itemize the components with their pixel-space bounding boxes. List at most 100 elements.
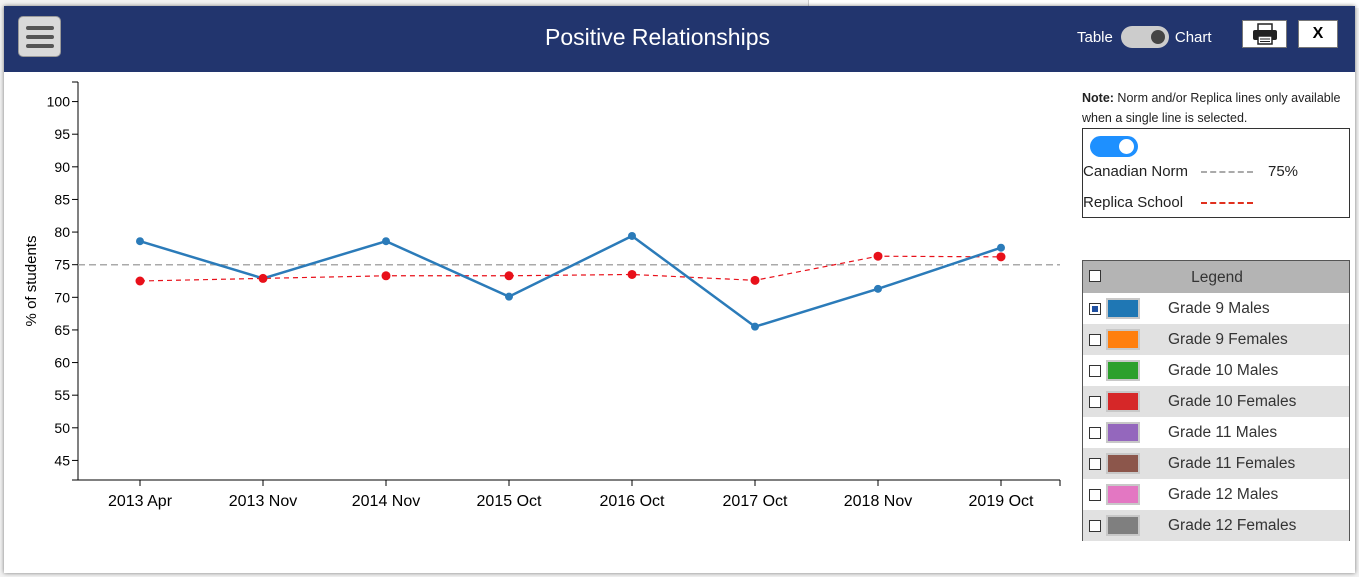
- x-tick-label: 2015 Oct: [477, 493, 542, 510]
- hamburger-icon: [26, 26, 54, 30]
- print-button[interactable]: [1242, 20, 1287, 48]
- replica-point: [996, 252, 1006, 262]
- legend-item-checkbox[interactable]: [1089, 458, 1101, 470]
- legend-item-label: Grade 12 Males: [1168, 486, 1279, 503]
- replica-school-row: Replica School: [1083, 194, 1253, 211]
- menu-button[interactable]: [18, 16, 61, 57]
- legend-item-checkbox[interactable]: [1089, 303, 1101, 315]
- legend-rows: Grade 9 Males Grade 9 Females Grade 10 Mal…: [1083, 293, 1349, 541]
- legend-item-swatch: [1106, 298, 1140, 319]
- x-tick-label: 2016 Oct: [600, 493, 665, 510]
- x-tick-label: 2013 Nov: [229, 493, 298, 510]
- legend-item-swatch: [1106, 453, 1140, 474]
- norm-toggle[interactable]: [1090, 136, 1138, 157]
- replica-point: [381, 271, 391, 281]
- data-point: [628, 231, 636, 240]
- legend-item-swatch: [1106, 484, 1140, 505]
- view-toggle-group: Table Chart: [1077, 24, 1212, 50]
- legend-item[interactable]: Grade 10 Males: [1083, 355, 1349, 386]
- legend-header: Legend: [1083, 261, 1349, 293]
- close-button[interactable]: X: [1298, 20, 1338, 48]
- series-line: [139, 234, 1002, 329]
- x-tick-label: 2017 Oct: [723, 493, 788, 510]
- y-tick-label: 95: [54, 126, 70, 142]
- note-label: Note:: [1082, 91, 1114, 105]
- legend-item-label: Grade 11 Males: [1168, 424, 1278, 441]
- y-tick-label: 75: [54, 257, 70, 273]
- y-axis-label: % of students: [23, 236, 40, 327]
- replica-point: [135, 276, 145, 286]
- legend-item-checkbox[interactable]: [1089, 520, 1101, 532]
- legend-item-label: Grade 11 Females: [1168, 455, 1296, 472]
- legend-item-label: Grade 9 Females: [1168, 331, 1288, 348]
- canadian-norm-row: Canadian Norm 75%: [1083, 163, 1298, 180]
- legend-item[interactable]: Grade 9 Females: [1083, 324, 1349, 355]
- chart-area: 45 50 55 60 65 70 75 80 85 90 95 100 2013 Apr 2013 No…: [4, 72, 1074, 573]
- legend-item[interactable]: Grade 12 Females: [1083, 510, 1349, 541]
- norm-toggle-knob: [1119, 139, 1134, 154]
- hamburger-icon-bar: [26, 35, 54, 39]
- legend-item-checkbox[interactable]: [1089, 396, 1101, 408]
- y-tick-label: 100: [47, 94, 71, 110]
- modal-title: Positive Relationships: [544, 24, 770, 50]
- legend-item[interactable]: Grade 9 Males: [1083, 293, 1349, 324]
- replica-school-swatch: [1201, 201, 1253, 204]
- x-tick-label: 2018 Nov: [844, 493, 913, 510]
- legend-item-label: Grade 12 Females: [1168, 517, 1297, 534]
- x-tick-label: 2014 Nov: [352, 493, 421, 510]
- x-tick-label: 2013 Apr: [108, 493, 173, 510]
- legend-item-swatch: [1106, 360, 1140, 381]
- y-tick-label: 70: [54, 289, 70, 305]
- legend-item-swatch: [1106, 515, 1140, 536]
- canadian-norm-value: 75%: [1268, 163, 1299, 180]
- legend-item[interactable]: Grade 12 Males: [1083, 479, 1349, 510]
- legend-item-swatch: [1106, 329, 1140, 350]
- canadian-norm-swatch: [1201, 170, 1253, 173]
- legend-item-swatch: [1106, 391, 1140, 412]
- toggle-chart-label: Chart: [1174, 28, 1212, 46]
- note-text: Note: Norm and/or Replica lines only ava…: [1082, 88, 1342, 128]
- y-tick-label: 90: [54, 159, 70, 175]
- norm-replica-panel: Canadian Norm 75% Replica School: [1082, 128, 1350, 218]
- chart-modal: Positive Relationships Table Chart X 45 5…: [4, 6, 1355, 573]
- legend-item-checkbox[interactable]: [1089, 427, 1101, 439]
- legend-select-all-checkbox[interactable]: [1089, 270, 1101, 282]
- legend-item-checkbox[interactable]: [1089, 365, 1101, 377]
- legend-title: Legend: [1191, 269, 1243, 286]
- printer-icon: [1252, 23, 1277, 45]
- replica-point: [627, 269, 637, 279]
- legend-item[interactable]: Grade 10 Females: [1083, 386, 1349, 417]
- legend-item[interactable]: Grade 11 Females: [1083, 448, 1349, 479]
- data-point: [874, 284, 882, 293]
- y-tick-label: 80: [54, 224, 70, 240]
- toggle-table-label: Table: [1077, 28, 1113, 46]
- data-point: [997, 243, 1005, 252]
- background-search-bar: [808, 0, 1359, 8]
- replica-point: [750, 275, 760, 285]
- modal-header: Positive Relationships Table Chart X: [4, 6, 1355, 72]
- canadian-norm-label: Canadian Norm: [1083, 163, 1189, 180]
- legend-item-label: Grade 10 Females: [1168, 393, 1297, 410]
- note-body: Norm and/or Replica lines only available…: [1082, 91, 1341, 125]
- y-tick-label: 65: [54, 322, 70, 338]
- legend-item-checkbox[interactable]: [1089, 334, 1101, 346]
- y-tick-label: 50: [54, 420, 70, 436]
- legend-panel: Legend Grade 9 Males Grade 9 Females Grade…: [1082, 260, 1350, 541]
- y-tick-label: 60: [54, 355, 70, 371]
- legend-item-checkbox[interactable]: [1089, 489, 1101, 501]
- data-point: [382, 237, 390, 246]
- data-point: [505, 292, 513, 301]
- legend-item-label: Grade 9 Males: [1168, 300, 1270, 317]
- data-point: [136, 237, 144, 246]
- y-tick-label: 85: [54, 191, 70, 207]
- replica-point: [873, 251, 883, 261]
- modal-title-wrap: Positive Relationships: [4, 24, 1084, 51]
- legend-item-label: Grade 10 Males: [1168, 362, 1279, 379]
- legend-item-swatch: [1106, 422, 1140, 443]
- x-tick-label: 2019 Oct: [969, 493, 1034, 510]
- legend-item[interactable]: Grade 11 Males: [1083, 417, 1349, 448]
- table-chart-toggle[interactable]: [1120, 26, 1169, 48]
- data-point: [751, 322, 759, 331]
- hamburger-icon-bar: [26, 44, 54, 48]
- replica-school-label: Replica School: [1083, 194, 1184, 211]
